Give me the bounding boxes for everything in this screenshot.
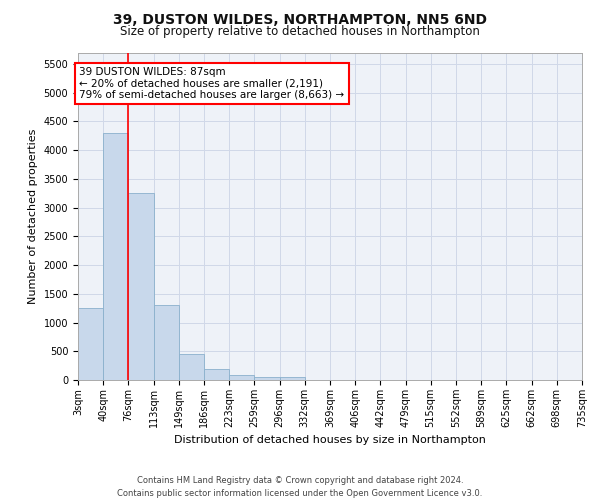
Bar <box>254 376 280 380</box>
Bar <box>229 376 254 380</box>
Text: Size of property relative to detached houses in Northampton: Size of property relative to detached ho… <box>120 25 480 38</box>
Text: 39, DUSTON WILDES, NORTHAMPTON, NN5 6ND: 39, DUSTON WILDES, NORTHAMPTON, NN5 6ND <box>113 12 487 26</box>
X-axis label: Distribution of detached houses by size in Northampton: Distribution of detached houses by size … <box>174 436 486 446</box>
Y-axis label: Number of detached properties: Number of detached properties <box>28 128 38 304</box>
Bar <box>128 194 154 380</box>
Bar <box>103 133 128 380</box>
Bar <box>78 308 103 380</box>
Text: 39 DUSTON WILDES: 87sqm
← 20% of detached houses are smaller (2,191)
79% of semi: 39 DUSTON WILDES: 87sqm ← 20% of detache… <box>79 67 344 100</box>
Bar <box>179 354 204 380</box>
Bar <box>154 306 179 380</box>
Bar <box>204 368 229 380</box>
Text: Contains HM Land Registry data © Crown copyright and database right 2024.
Contai: Contains HM Land Registry data © Crown c… <box>118 476 482 498</box>
Bar <box>280 376 305 380</box>
